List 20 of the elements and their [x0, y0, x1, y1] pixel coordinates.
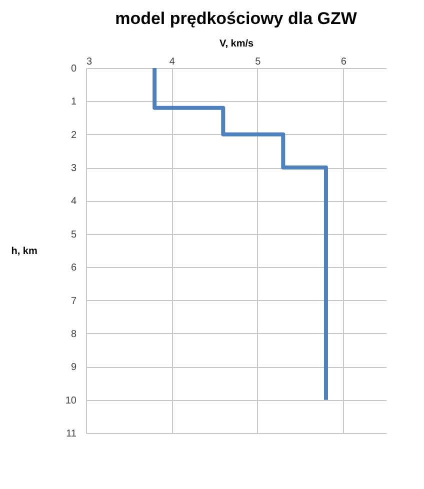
x-tick-label: 6: [340, 56, 347, 68]
chart-title: model prędkościowy dla GZW: [115, 9, 358, 28]
x-tick-label: 3: [86, 56, 92, 68]
line-series: [152, 66, 328, 402]
y-tick-label: 4: [70, 196, 77, 208]
x-tick-label: 5: [255, 56, 262, 68]
y-tick-label: 9: [70, 362, 77, 374]
y-tick-label: 3: [70, 163, 77, 174]
x-tick-label: 4: [169, 56, 176, 68]
y-tick-label: 8: [70, 328, 77, 340]
y-tick-label: 11: [66, 428, 77, 440]
y-tick-label: 10: [65, 395, 77, 406]
y-tick-label: 2: [70, 130, 77, 141]
y-tick-label: 5: [70, 229, 77, 240]
x-axis-title: V, km/s: [219, 38, 254, 50]
y-tick-label: 1: [70, 96, 77, 108]
y-tick-label: 7: [70, 296, 77, 307]
y-axis-title: h, km: [11, 246, 38, 257]
y-tick-label: 6: [70, 262, 77, 274]
y-tick-label: 0: [70, 64, 77, 74]
